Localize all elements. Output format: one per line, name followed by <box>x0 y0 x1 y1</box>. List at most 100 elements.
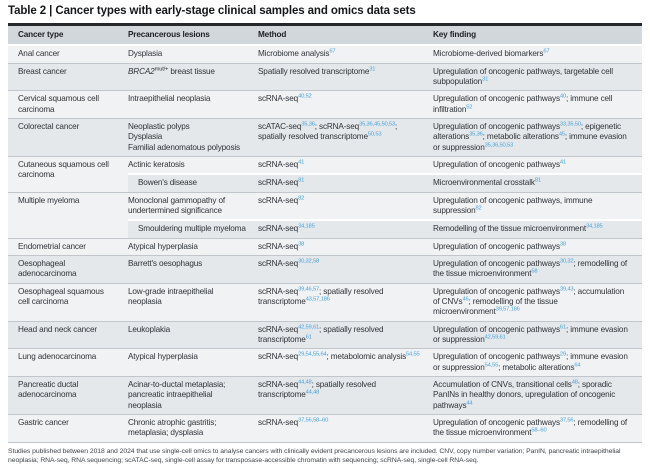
citation-link[interactable]: 54,55 <box>406 351 420 358</box>
table-row: Endometrial cancer Atypical hyperplasia sc… <box>8 237 642 256</box>
cell-cancer-type: Multiple myeloma <box>8 191 128 239</box>
cell-lesions: Monoclonal gammopathy of undertermined s… <box>128 191 258 221</box>
cell-method: scRNA-seq44,48; spatially resolved trans… <box>258 375 433 415</box>
citation-link[interactable]: 34,185 <box>298 223 315 230</box>
cell-lesions: Low-grade intraepithelial neoplasia <box>128 282 258 322</box>
citation-link[interactable]: 38 <box>298 240 305 247</box>
citation-link[interactable]: 40,52 <box>298 93 312 100</box>
cell-lesions: Neoplastic polyps Dysplasia Familial adeno… <box>128 117 258 157</box>
citation-link[interactable]: 81 <box>298 177 305 184</box>
cell-lesions: Intraepithelial neoplasia <box>128 90 258 119</box>
cell-lesions: Leukoplakia <box>128 320 258 349</box>
table-row: Lung adenocarcinoma Atypical hyperplasia s… <box>8 348 642 377</box>
col-header-method: Method <box>258 24 433 46</box>
cell-finding: Upregulation of oncogenic pathways, immu… <box>433 191 642 221</box>
citation-link[interactable]: 46 <box>462 296 469 303</box>
table-row: Smouldering multiple myeloma scRNA-seq34,… <box>8 219 642 239</box>
citation-link[interactable]: 35,36,50,53 <box>484 141 514 148</box>
citation-link[interactable]: 40 <box>559 93 566 100</box>
citation-link[interactable]: 38 <box>559 240 566 247</box>
cell-method: scRNA-seq30,32,58 <box>258 254 433 284</box>
cell-method: scATAC-seq35,36; scRNA-seq35,36,45,50,53… <box>258 117 433 157</box>
citation-link[interactable]: 61 <box>305 334 312 341</box>
cell-method: scRNA-seq81 <box>258 173 433 193</box>
citation-link[interactable]: 48 <box>571 379 578 386</box>
citation-link[interactable]: 58 <box>531 268 538 275</box>
table-row: Colorectal cancer Neoplastic polyps Dyspla… <box>8 117 642 157</box>
citation-link[interactable]: 39,57,186 <box>495 306 520 313</box>
table-row: Oesophageal adenocarcinoma Barrett's oeso… <box>8 254 642 284</box>
table-row: Gastric cancer Chronic atrophic gastritis… <box>8 413 642 443</box>
citation-link[interactable]: 43,57,186 <box>305 296 330 303</box>
cell-lesions: Chronic atrophic gastritis; metaplasia; … <box>128 413 258 443</box>
table-row: Oesophageal squamous cell carcinoma Low-g… <box>8 282 642 322</box>
citation-link[interactable]: 58–60 <box>531 427 547 434</box>
citation-link[interactable]: 82 <box>475 205 482 212</box>
cell-method: scRNA-seq82 <box>258 191 433 221</box>
citation-link[interactable]: 37,56,58–60 <box>298 417 329 424</box>
citation-link[interactable]: 37,56 <box>559 417 574 424</box>
citation-link[interactable]: 31 <box>369 65 376 72</box>
cell-lesions: Bowen's disease <box>128 173 258 193</box>
citation-link[interactable]: 67 <box>543 48 550 55</box>
citation-link[interactable]: 34,185 <box>585 223 603 230</box>
citation-link[interactable]: 39,43 <box>559 285 574 292</box>
cell-lesions: BRCA2mut/+ breast tissue <box>128 62 258 91</box>
table-row: Cutaneous squamous cell carcinoma Actinic… <box>8 155 642 193</box>
citation-link[interactable]: 44,48 <box>298 379 312 386</box>
cell-finding: Upregulation of oncogenic pathways29; im… <box>433 348 642 377</box>
citation-link[interactable]: 61 <box>559 323 566 330</box>
citation-link[interactable]: 29 <box>559 351 566 358</box>
citation-link[interactable]: 52 <box>466 103 473 110</box>
citation-link[interactable]: 30,32 <box>559 258 574 265</box>
cell-method: scRNA-seq38 <box>258 237 433 256</box>
citation-link[interactable]: 35,36,45,50,53 <box>359 121 395 128</box>
cell-cancer-type: Oesophageal adenocarcinoma <box>8 254 128 284</box>
cell-cancer-type: Lung adenocarcinoma <box>8 348 128 377</box>
citation-link[interactable]: 41 <box>298 159 305 166</box>
citation-link[interactable]: 31 <box>482 76 489 83</box>
cell-cancer-type: Gastric cancer <box>8 413 128 443</box>
cancer-omics-table: Cancer type Precancerous lesions Method Key… <box>8 23 642 443</box>
cell-finding: Microenvironmental crosstalk81 <box>433 173 642 193</box>
cell-cancer-type: Cutaneous squamous cell carcinoma <box>8 155 128 193</box>
citation-link[interactable]: 64 <box>574 361 581 368</box>
citation-link[interactable]: 42,59,61 <box>484 334 506 341</box>
citation-link[interactable]: 42,59,61 <box>298 323 320 330</box>
cell-cancer-type: Anal cancer <box>8 44 128 64</box>
cell-method: scRNA-seq29,54,55,64; metabolomic analys… <box>258 348 433 377</box>
citation-link[interactable]: 82 <box>298 194 305 201</box>
citation-link[interactable]: 81 <box>534 177 541 184</box>
cell-method: scRNA-seq39,46,57; spatially resolved tr… <box>258 282 433 322</box>
cell-lesions: Actinic keratosis <box>128 155 258 175</box>
citation-link[interactable]: 54,55 <box>484 361 499 368</box>
superscript: mut/+ <box>154 65 169 72</box>
citation-link[interactable]: 50,53 <box>367 131 382 138</box>
citation-link[interactable]: 33,35,50 <box>559 121 581 128</box>
citation-link[interactable]: 29,54,55,64 <box>298 351 327 358</box>
cell-lesions: Dysplasia <box>128 44 258 64</box>
cell-finding: Upregulation of oncogenic pathways38 <box>433 237 642 256</box>
citation-link[interactable]: 45 <box>558 131 565 138</box>
citation-link[interactable]: 44,48 <box>305 389 320 396</box>
cell-cancer-type: Colorectal cancer <box>8 117 128 157</box>
table-row: Breast cancer BRCA2mut/+ breast tissue Spa… <box>8 62 642 91</box>
cell-finding: Upregulation of oncogenic pathways37,56;… <box>433 413 642 443</box>
cell-finding: Accumulation of CNVs, transitional cells… <box>433 375 642 415</box>
cell-finding: Upregulation of oncogenic pathways39,43;… <box>433 282 642 322</box>
citation-link[interactable]: 44 <box>466 399 473 406</box>
citation-link[interactable]: 67 <box>329 48 336 55</box>
table-header-row: Cancer type Precancerous lesions Method Key… <box>8 24 642 46</box>
citation-link[interactable]: 39,46,57 <box>298 285 320 292</box>
citation-link[interactable]: 35,36 <box>469 131 483 138</box>
cell-finding: Upregulation of oncogenic pathways61; im… <box>433 320 642 349</box>
cell-cancer-type: Oesophageal squamous cell carcinoma <box>8 282 128 322</box>
cell-method: Spatially resolved transcriptome31 <box>258 62 433 91</box>
table-row: Anal cancer Dysplasia Microbiome analysis6… <box>8 44 642 64</box>
cell-finding: Upregulation of oncogenic pathways40; im… <box>433 90 642 119</box>
citation-link[interactable]: 35,36 <box>301 121 315 128</box>
citation-link[interactable]: 41 <box>559 159 566 166</box>
cell-method: scRNA-seq41 <box>258 155 433 175</box>
citation-link[interactable]: 30,32,58 <box>298 258 320 265</box>
table-row: Multiple myeloma Monoclonal gammopathy of… <box>8 191 642 239</box>
